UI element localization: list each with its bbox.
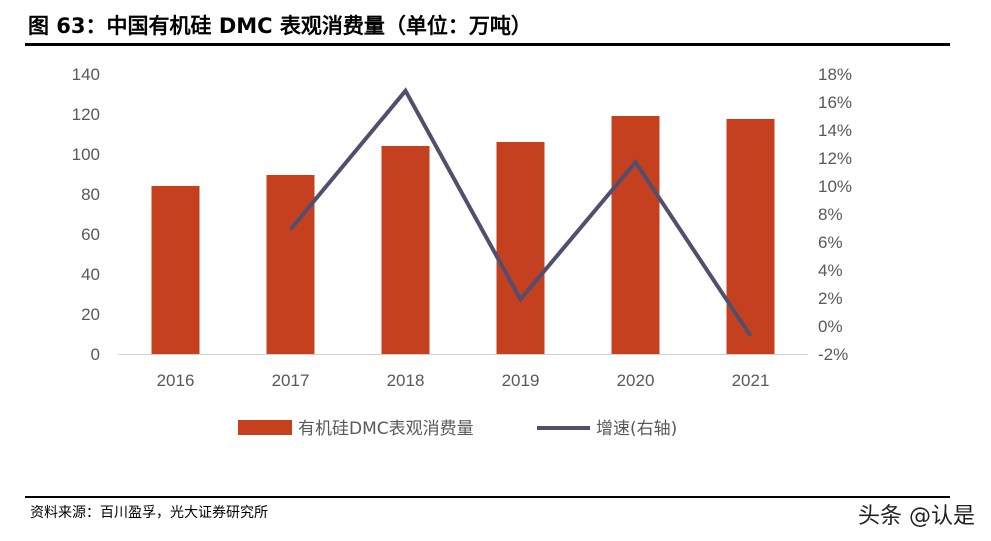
x-tick-label: 2021 (732, 371, 770, 390)
left-tick-label: 0 (91, 345, 100, 364)
right-tick-label: 0% (818, 317, 843, 336)
right-tick-label: 18% (818, 65, 852, 84)
watermark: 头条 @认是 (858, 504, 975, 529)
right-tick-label: 4% (818, 261, 843, 280)
left-tick-label: 140 (72, 65, 100, 84)
source-divider (25, 496, 950, 498)
bar-2019 (496, 142, 545, 354)
chart-title: 图 63：中国有机硅 DMC 表观消费量（单位：万吨） (28, 14, 532, 38)
x-tick-label: 2017 (272, 371, 310, 390)
left-tick-label: 20 (81, 305, 100, 324)
right-tick-label: -2% (818, 345, 848, 364)
x-tick-label: 2020 (617, 371, 655, 390)
right-tick-label: 2% (818, 289, 843, 308)
bar-2021 (726, 119, 775, 354)
right-tick-label: 6% (818, 233, 843, 252)
left-tick-label: 60 (81, 225, 100, 244)
right-tick-label: 8% (818, 205, 843, 224)
bar-2016 (151, 186, 200, 354)
right-tick-label: 14% (818, 121, 852, 140)
bar-2020 (611, 116, 660, 354)
x-tick-label: 2016 (157, 371, 195, 390)
right-tick-label: 10% (818, 177, 852, 196)
legend-bar-label: 有机硅DMC表观消费量 (298, 419, 474, 439)
bar-2017 (266, 175, 315, 354)
right-tick-label: 12% (818, 149, 852, 168)
left-tick-label: 120 (72, 105, 100, 124)
legend-bar-swatch (238, 420, 292, 435)
left-tick-label: 100 (72, 145, 100, 164)
source-note: 资料来源：百川盈孚，光大证券研究所 (30, 505, 268, 521)
x-tick-label: 2019 (502, 371, 540, 390)
legend-line-label: 增速(右轴) (596, 419, 677, 439)
left-tick-label: 40 (81, 265, 100, 284)
bar-2018 (381, 146, 430, 354)
left-tick-label: 80 (81, 185, 100, 204)
x-tick-label: 2018 (387, 371, 425, 390)
right-tick-label: 16% (818, 93, 852, 112)
title-divider (25, 43, 950, 46)
